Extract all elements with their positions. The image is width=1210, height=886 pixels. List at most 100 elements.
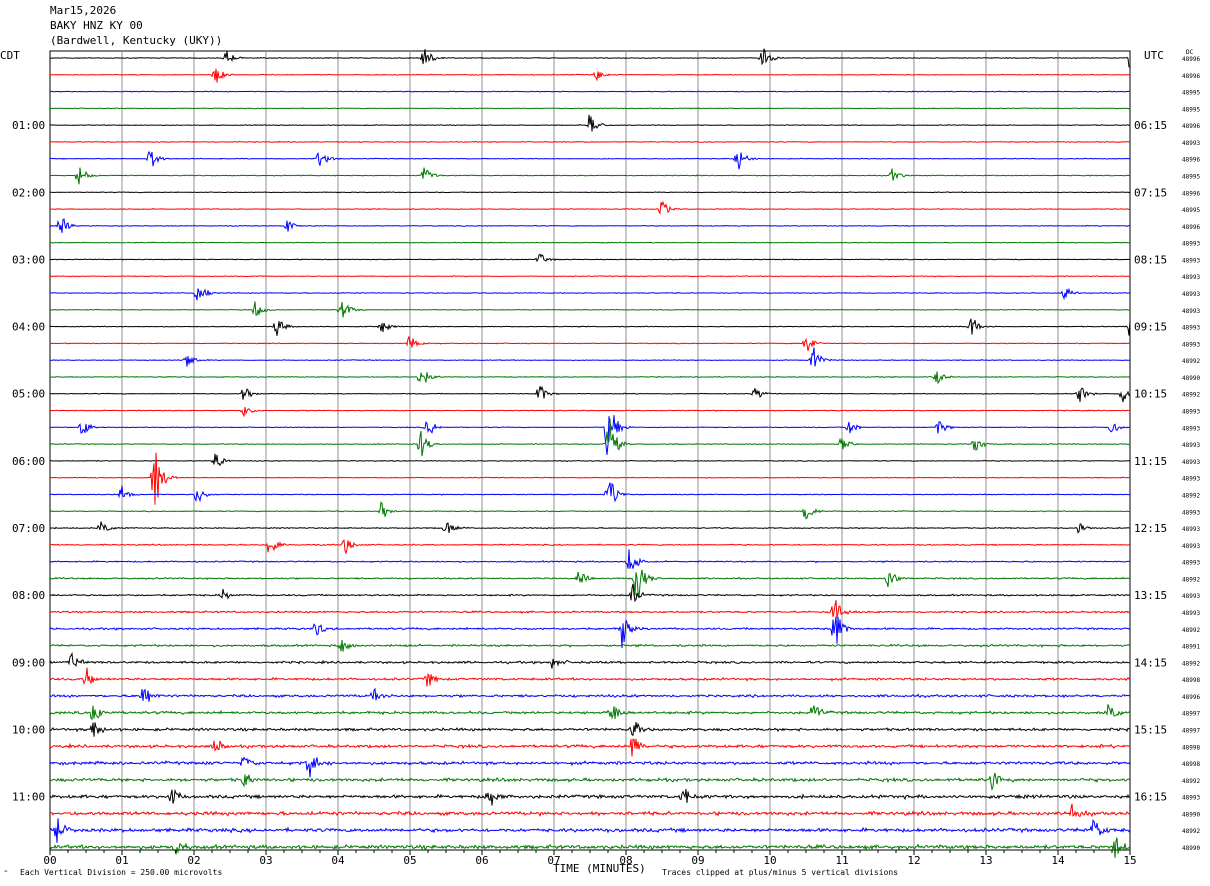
dc-offset-label: 48993 [1182, 476, 1200, 483]
dc-offset-label: 48993 [1182, 593, 1200, 600]
left-hour-label: 08:00 [12, 589, 45, 602]
dc-offset-label: 48993 [1182, 140, 1200, 147]
dc-offset-label: 48992 [1182, 576, 1200, 583]
seismic-trace [49, 452, 1131, 505]
left-hour-label: 09:00 [12, 656, 45, 669]
seismic-trace [49, 501, 1131, 520]
dc-offset-label: 48993 [1182, 341, 1200, 348]
seismic-trace [49, 241, 1131, 244]
plot-date: Mar15,2026 [50, 4, 117, 17]
x-tick-label: 01 [115, 854, 128, 867]
dc-offset-label: 48997 [1182, 727, 1200, 734]
left-hour-label: 05:00 [12, 388, 45, 401]
right-hour-label: 11:15 [1134, 455, 1167, 468]
dc-offset-label: 48993 [1182, 560, 1200, 567]
right-timezone-label: UTC [1144, 49, 1164, 62]
scale-icon: ^ [4, 870, 8, 877]
dc-offset-label: 48992 [1182, 660, 1200, 667]
x-tick-label: 12 [907, 854, 920, 867]
seismic-trace [49, 318, 1131, 336]
seismic-trace [49, 756, 1131, 778]
dc-offset-label: 48995 [1182, 90, 1200, 97]
seismic-trace [49, 347, 1130, 367]
dc-offset-label: 48993 [1182, 459, 1200, 466]
seismic-trace [49, 418, 1131, 457]
dc-offset-label: 48993 [1182, 241, 1200, 248]
seismic-trace [50, 140, 1131, 144]
dc-offset-label: 48991 [1182, 644, 1200, 651]
seismic-trace [49, 722, 1130, 737]
x-tick-label: 10 [763, 854, 776, 867]
dc-offset-label: 48998 [1182, 677, 1200, 684]
seismic-trace [50, 385, 1131, 403]
x-tick-label: 02 [187, 854, 200, 867]
x-tick-label: 04 [331, 854, 345, 867]
x-tick-label: 14 [1051, 854, 1065, 867]
left-hour-label: 03:00 [12, 253, 45, 266]
dc-offset-label: 48996 [1182, 190, 1200, 197]
dc-offset-label: 48998 [1182, 761, 1200, 768]
dc-offset-label: 48996 [1182, 56, 1200, 63]
dc-offset-label: 48993 [1182, 325, 1200, 332]
seismic-trace [49, 651, 1130, 669]
right-hour-label: 15:15 [1134, 723, 1167, 736]
dc-offset-label: 48992 [1182, 392, 1200, 399]
right-hour-label: 12:15 [1134, 522, 1167, 535]
dc-offset-label: 48993 [1182, 308, 1200, 315]
dc-offset-label: 48993 [1182, 291, 1200, 298]
left-hour-label: 11:00 [12, 791, 45, 804]
right-hour-label: 06:15 [1134, 119, 1167, 132]
x-tick-label: 00 [43, 854, 56, 867]
dc-offset-label: 48995 [1182, 174, 1200, 181]
dc-offset-label: 48993 [1182, 526, 1200, 533]
x-tick-label: 11 [835, 854, 848, 867]
x-axis-title: TIME (MINUTES) [553, 862, 646, 875]
dc-offset-label: 48992 [1182, 492, 1200, 499]
seismic-trace [49, 521, 1130, 534]
scale-note: Each Vertical Division = 250.00 microvol… [20, 868, 223, 877]
dc-offset-label: 48993 [1182, 442, 1200, 449]
x-tick-label: 07 [547, 854, 560, 867]
seismic-trace [49, 371, 1131, 385]
seismic-trace [50, 772, 1131, 792]
dc-offset-label: 48996 [1182, 123, 1200, 130]
right-hour-label: 10:15 [1134, 388, 1167, 401]
seismic-trace [49, 114, 1131, 132]
dc-offset-label: 48992 [1182, 828, 1200, 835]
right-hour-label: 08:15 [1134, 253, 1167, 266]
seismic-trace [49, 167, 1131, 185]
x-tick-label: 03 [259, 854, 272, 867]
dc-offset-label: 48990 [1182, 845, 1200, 852]
seismic-trace [49, 48, 1130, 68]
seismic-trace [49, 200, 1130, 216]
left-hour-label: 02:00 [12, 186, 45, 199]
seismic-trace [49, 482, 1131, 503]
x-tick-label: 05 [403, 854, 416, 867]
seismic-trace [49, 218, 1131, 233]
left-hour-label: 04:00 [12, 321, 45, 334]
left-hour-label: 10:00 [12, 723, 45, 736]
dc-offset-label: 48997 [1182, 711, 1200, 718]
seismic-trace [49, 687, 1131, 702]
seismic-trace [49, 415, 1131, 455]
seismic-trace [49, 453, 1131, 467]
seismic-trace [49, 301, 1131, 318]
x-tick-label: 08 [619, 854, 632, 867]
seismic-trace [50, 803, 1131, 818]
dc-offset-label: 48993 [1182, 409, 1200, 416]
seismic-trace [49, 788, 1131, 806]
seismic-trace [49, 549, 1130, 569]
dc-offset-label: 48993 [1182, 795, 1200, 802]
seismic-trace [49, 818, 1131, 843]
dc-offset-label: 48993 [1182, 509, 1200, 516]
seismic-trace [49, 90, 1130, 93]
x-tick-label: 06 [475, 854, 488, 867]
seismic-trace [49, 107, 1131, 110]
seismic-trace [49, 837, 1131, 858]
dc-offset-label: 48996 [1182, 224, 1200, 231]
right-hour-label: 14:15 [1134, 656, 1167, 669]
seismic-trace [49, 569, 1131, 599]
seismic-trace [49, 616, 1131, 649]
